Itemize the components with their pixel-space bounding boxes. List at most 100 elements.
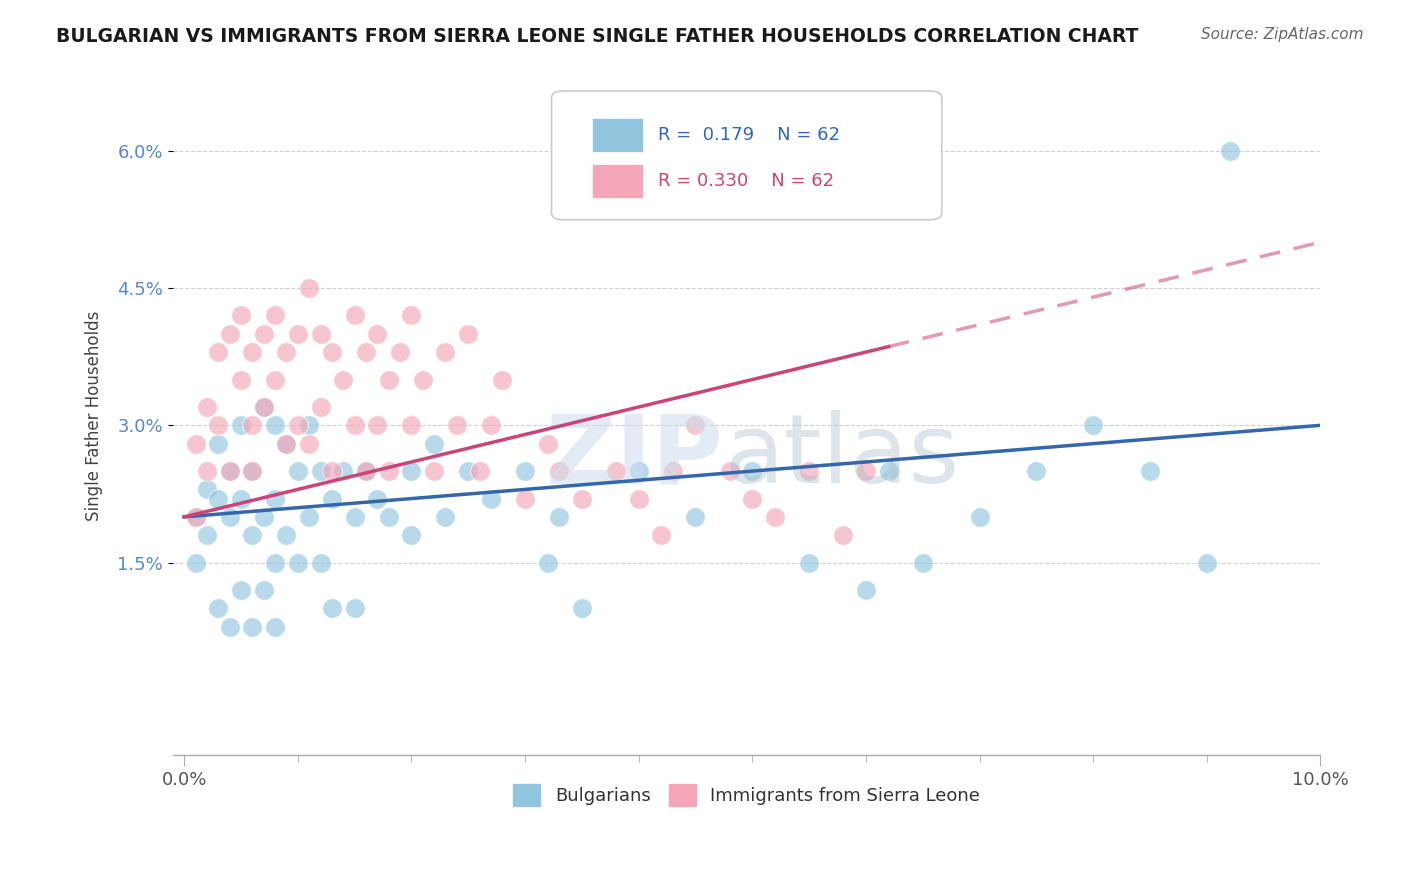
- Point: [218, 464, 240, 478]
- Point: [571, 491, 593, 506]
- Point: [321, 491, 343, 506]
- Point: [423, 464, 446, 478]
- Point: [343, 509, 366, 524]
- Point: [253, 326, 276, 341]
- Point: [401, 309, 423, 323]
- Point: [969, 509, 991, 524]
- Point: [218, 464, 240, 478]
- Point: [1083, 418, 1105, 433]
- Point: [401, 418, 423, 433]
- Point: [468, 464, 491, 478]
- Text: R =  0.179    N = 62: R = 0.179 N = 62: [658, 126, 841, 144]
- Point: [195, 464, 218, 478]
- Point: [513, 464, 536, 478]
- Point: [685, 418, 707, 433]
- Point: [605, 464, 627, 478]
- Point: [207, 491, 229, 506]
- Point: [298, 281, 321, 295]
- Point: [627, 491, 650, 506]
- Point: [877, 464, 900, 478]
- Point: [309, 400, 332, 414]
- Point: [332, 464, 354, 478]
- Point: [240, 418, 263, 433]
- Point: [184, 436, 207, 450]
- FancyBboxPatch shape: [551, 91, 942, 219]
- Point: [1139, 464, 1161, 478]
- Point: [253, 400, 276, 414]
- Bar: [592, 118, 644, 152]
- Point: [287, 326, 309, 341]
- Point: [309, 464, 332, 478]
- Point: [389, 345, 412, 359]
- Point: [832, 528, 855, 542]
- Text: R = 0.330    N = 62: R = 0.330 N = 62: [658, 171, 834, 190]
- Point: [741, 464, 763, 478]
- Point: [218, 620, 240, 634]
- Point: [377, 373, 399, 387]
- Point: [377, 509, 399, 524]
- Point: [321, 345, 343, 359]
- Point: [207, 601, 229, 615]
- Point: [240, 345, 263, 359]
- Point: [457, 464, 479, 478]
- Point: [741, 491, 763, 506]
- Bar: [592, 164, 644, 198]
- Point: [287, 464, 309, 478]
- Text: atlas: atlas: [724, 410, 959, 503]
- Point: [229, 309, 252, 323]
- Point: [276, 345, 298, 359]
- Point: [412, 373, 434, 387]
- Point: [1218, 144, 1240, 158]
- Point: [855, 464, 877, 478]
- Point: [479, 491, 502, 506]
- Point: [276, 436, 298, 450]
- Point: [218, 326, 240, 341]
- Point: [423, 436, 446, 450]
- Point: [240, 620, 263, 634]
- Point: [253, 400, 276, 414]
- Point: [229, 491, 252, 506]
- Point: [548, 464, 571, 478]
- Point: [434, 345, 457, 359]
- Point: [911, 556, 934, 570]
- Point: [207, 436, 229, 450]
- Point: [343, 418, 366, 433]
- Point: [446, 418, 468, 433]
- Point: [253, 583, 276, 598]
- Point: [229, 583, 252, 598]
- Point: [457, 326, 479, 341]
- Point: [309, 556, 332, 570]
- Point: [276, 436, 298, 450]
- Point: [401, 464, 423, 478]
- Point: [321, 464, 343, 478]
- Point: [343, 309, 366, 323]
- Point: [366, 491, 388, 506]
- Point: [240, 464, 263, 478]
- Point: [797, 556, 820, 570]
- Point: [309, 326, 332, 341]
- Point: [298, 509, 321, 524]
- Point: [343, 601, 366, 615]
- Point: [332, 373, 354, 387]
- Point: [650, 528, 672, 542]
- Point: [195, 400, 218, 414]
- Point: [240, 528, 263, 542]
- Point: [491, 373, 513, 387]
- Point: [184, 509, 207, 524]
- Point: [797, 464, 820, 478]
- Point: [240, 464, 263, 478]
- Point: [276, 528, 298, 542]
- Point: [195, 483, 218, 497]
- Point: [571, 601, 593, 615]
- Point: [1025, 464, 1047, 478]
- Point: [195, 528, 218, 542]
- Point: [661, 464, 683, 478]
- Point: [548, 509, 571, 524]
- Point: [264, 373, 287, 387]
- Text: BULGARIAN VS IMMIGRANTS FROM SIERRA LEONE SINGLE FATHER HOUSEHOLDS CORRELATION C: BULGARIAN VS IMMIGRANTS FROM SIERRA LEON…: [56, 27, 1139, 45]
- Point: [627, 464, 650, 478]
- Point: [184, 509, 207, 524]
- Point: [264, 309, 287, 323]
- Point: [479, 418, 502, 433]
- Point: [253, 509, 276, 524]
